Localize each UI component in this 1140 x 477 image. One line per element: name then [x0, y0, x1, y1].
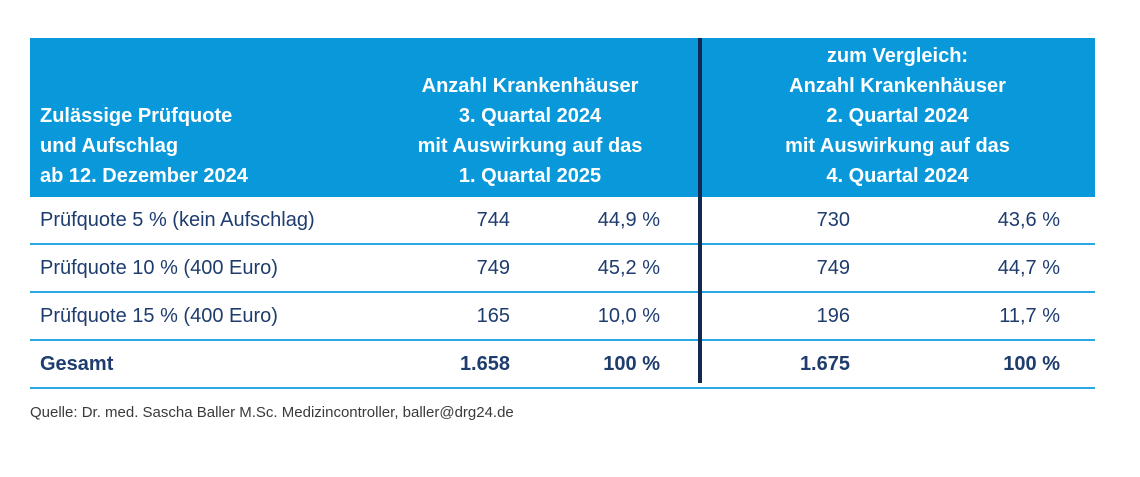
- q2-count: 730: [816, 208, 850, 231]
- q2-percent: 43,6 %: [997, 208, 1060, 231]
- q2-count: 196: [816, 304, 850, 327]
- q2-percent: 100 %: [1003, 352, 1060, 375]
- q2-percent: 44,7 %: [997, 256, 1060, 279]
- q3-count: 749: [476, 256, 510, 279]
- table-row-total: Gesamt 1.658 100 % 1.675 100 %: [30, 341, 1095, 389]
- pruefquote-table: Zulässige Prüfquote und Aufschlag ab 12.…: [30, 38, 1095, 389]
- q2-percent: 11,7 %: [999, 304, 1060, 327]
- q3-percent: 44,9 %: [597, 208, 660, 231]
- row-label: Prüfquote 10 % (400 Euro): [40, 256, 278, 279]
- table-header-row: Zulässige Prüfquote und Aufschlag ab 12.…: [30, 38, 1095, 197]
- q3-count: 1.658: [459, 352, 510, 375]
- row-label: Prüfquote 15 % (400 Euro): [40, 304, 278, 327]
- q2-count: 749: [816, 256, 850, 279]
- header-cell-pruefquote: Zulässige Prüfquote und Aufschlag ab 12.…: [40, 105, 248, 187]
- source-caption: Quelle: Dr. med. Sascha Baller M.Sc. Med…: [30, 404, 514, 421]
- header-gap: [660, 38, 700, 197]
- row-label: Prüfquote 5 % (kein Aufschlag): [40, 208, 315, 231]
- header-cell-q2-2024-vergleich: zum Vergleich: Anzahl Krankenhäuser 2. Q…: [785, 45, 1010, 187]
- q2-count: 1.675: [799, 352, 850, 375]
- q3-percent: 45,2 %: [597, 256, 660, 279]
- table-row: Prüfquote 5 % (kein Aufschlag) 744 44,9 …: [30, 197, 1095, 245]
- header-cell-q3-2024: Anzahl Krankenhäuser 3. Quartal 2024 mit…: [417, 75, 643, 187]
- row-label: Gesamt: [40, 352, 114, 375]
- q3-percent: 100 %: [603, 352, 660, 375]
- q3-count: 165: [476, 304, 510, 327]
- table-row: Prüfquote 10 % (400 Euro) 749 45,2 % 749…: [30, 245, 1095, 293]
- column-group-divider: [698, 38, 702, 383]
- table-row: Prüfquote 15 % (400 Euro) 165 10,0 % 196…: [30, 293, 1095, 341]
- q3-percent: 10,0 %: [597, 304, 660, 327]
- q3-count: 744: [476, 208, 510, 231]
